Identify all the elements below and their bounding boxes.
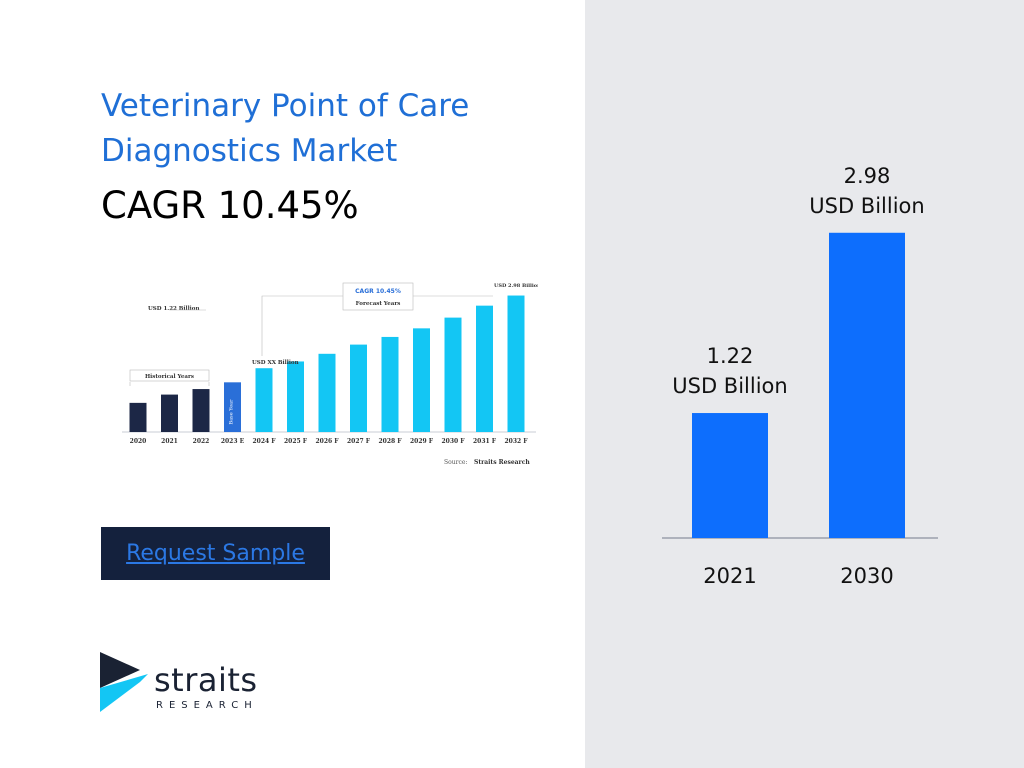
right-panel bbox=[585, 0, 1024, 768]
thumb-x-tick-2024 F: 2024 F bbox=[252, 438, 276, 445]
thumb-mid-label: USD XX Billion bbox=[252, 360, 299, 366]
thumb-bar-2028 F bbox=[381, 336, 399, 432]
thumb-start-label: USD 1.22 Billion bbox=[148, 306, 199, 312]
title-line-2: Diagnostics Market bbox=[101, 133, 398, 169]
cagr-heading: CAGR 10.45% bbox=[101, 184, 359, 227]
request-sample-label[interactable]: Request Sample bbox=[126, 541, 305, 566]
straits-logo: straits RESEARCH bbox=[100, 652, 270, 716]
thumb-x-tick-2032 F: 2032 F bbox=[504, 438, 528, 445]
thumb-x-tick-2022: 2022 bbox=[193, 438, 210, 445]
x-tick-2030: 2030 bbox=[840, 564, 893, 588]
logo-wordmark: straits bbox=[154, 661, 258, 699]
data-label-unit-2021: USD Billion bbox=[672, 374, 787, 398]
thumb-x-tick-2023 E: 2023 E bbox=[221, 438, 245, 445]
thumb-x-tick-2030 F: 2030 F bbox=[441, 438, 465, 445]
bar-2021 bbox=[692, 413, 768, 538]
thumb-bar-2024 F bbox=[255, 368, 273, 432]
thumb-x-tick-2029 F: 2029 F bbox=[410, 438, 434, 445]
thumb-historical-box bbox=[129, 369, 210, 382]
thumb-forecast-label: Forecast Years bbox=[356, 301, 401, 307]
data-label-value-2021: 1.22 bbox=[707, 344, 754, 368]
thumb-bar-2023 E bbox=[224, 382, 241, 432]
thumb-historical-ticks bbox=[129, 382, 210, 386]
thumb-bar-2020 bbox=[129, 402, 147, 432]
thumb-base-year-label: Base Year bbox=[229, 399, 235, 425]
thumb-bar-2027 F bbox=[350, 344, 367, 432]
thumb-x-tick-2031 F: 2031 F bbox=[473, 438, 497, 445]
thumb-bar-2025 F bbox=[287, 361, 304, 432]
thumb-bar-2031 F bbox=[476, 305, 493, 432]
thumb-bar-2026 F bbox=[318, 353, 336, 432]
thumb-end-label: USD 2.98 Billion bbox=[494, 283, 538, 289]
x-tick-2021: 2021 bbox=[703, 564, 756, 588]
market-title: Veterinary Point of Care Diagnostics Mar… bbox=[101, 84, 541, 174]
thumb-source-label: Source: bbox=[444, 459, 467, 466]
thumb-x-tick-2027 F: 2027 F bbox=[347, 438, 371, 445]
thumb-bar-2032 F bbox=[507, 295, 525, 432]
request-sample-button[interactable]: Request Sample bbox=[101, 527, 330, 580]
main-bar-chart: 1.22 USD Billion 2021 2.98 USD Billion 2030 bbox=[662, 164, 938, 588]
thumb-bar-2021 bbox=[161, 394, 178, 432]
logo-chevron-icon bbox=[100, 652, 148, 712]
thumb-cagr-label: CAGR 10.45% bbox=[355, 288, 401, 295]
thumb-bar-2022 bbox=[192, 389, 210, 432]
forecast-thumbnail-chart: 2020 2021 2022 2023 E 2024 F 2025 F 2026 F 2027… bbox=[122, 282, 538, 466]
data-label-unit-2030: USD Billion bbox=[809, 194, 924, 218]
thumb-x-tick-2020: 2020 bbox=[130, 438, 147, 445]
thumb-x-tick-2025 F: 2025 F bbox=[284, 438, 308, 445]
logo-subtitle: RESEARCH bbox=[156, 700, 258, 711]
bar-2030 bbox=[829, 232, 905, 538]
thumb-x-tick-2021: 2021 bbox=[161, 438, 178, 445]
thumb-x-tick-2028 F: 2028 F bbox=[378, 438, 402, 445]
thumb-forecast-bracket bbox=[261, 295, 343, 356]
thumb-x-tick-2026 F: 2026 F bbox=[315, 438, 339, 445]
thumb-bar-2029 F bbox=[413, 328, 430, 432]
thumb-cagr-box bbox=[342, 282, 414, 311]
thumb-bar-2030 F bbox=[444, 317, 462, 432]
thumb-historical-label: Historical Years bbox=[145, 374, 194, 380]
data-label-value-2030: 2.98 bbox=[844, 164, 891, 188]
title-line-1: Veterinary Point of Care bbox=[101, 88, 470, 124]
thumb-source-name: Straits Research bbox=[474, 459, 530, 466]
